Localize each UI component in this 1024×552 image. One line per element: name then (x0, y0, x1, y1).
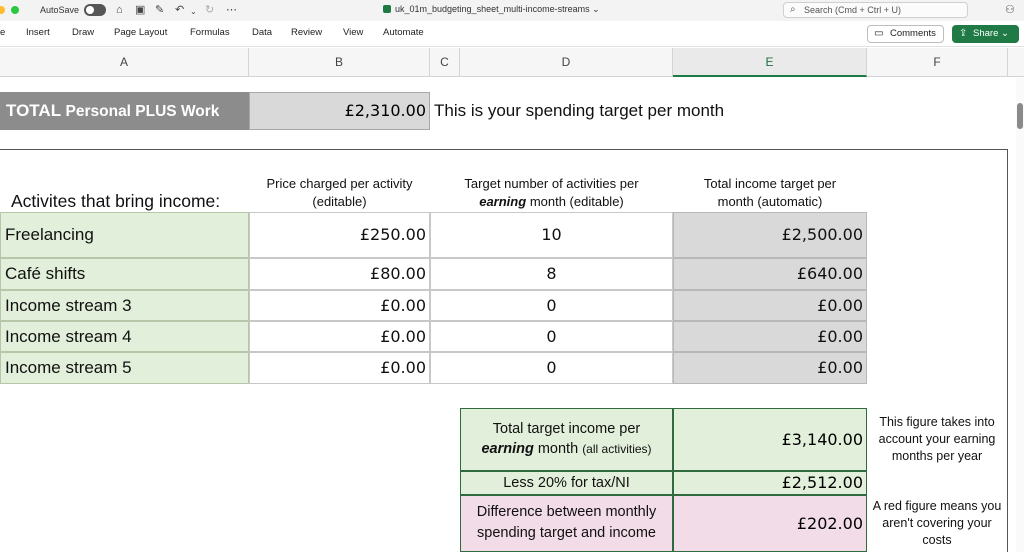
summary-total-target-value[interactable]: £3,140.00 (673, 408, 867, 471)
account-icon[interactable]: ⚇ (1005, 4, 1015, 16)
header-total-line1: Total income target per (703, 176, 837, 191)
summary-difference-label[interactable]: Difference between monthly spending targ… (460, 495, 673, 552)
vertical-scrollbar[interactable] (1016, 78, 1024, 552)
header-target-line2: month (editable) (529, 194, 624, 209)
autosave-label: AutoSave (40, 5, 80, 15)
ribbon-menu: e Insert Draw Page Layout Formulas Data … (0, 21, 1024, 47)
row-total-2[interactable]: £640.00 (673, 258, 867, 290)
summary-less-tax-label[interactable]: Less 20% for tax/NI (460, 471, 673, 495)
share-button[interactable]: ⇪ Share ⌄ (952, 25, 1019, 43)
header-target-line1: Target number of activities per (464, 176, 639, 191)
column-header-c[interactable]: C (430, 48, 460, 77)
header-price-line1: Price charged per activity (266, 176, 413, 191)
summary-less-tax-value[interactable]: £2,512.00 (673, 471, 867, 495)
row-price-5[interactable]: £0.00 (249, 352, 430, 384)
row-label-1[interactable]: Freelancing (0, 212, 249, 258)
table-frame-right (1007, 149, 1008, 552)
row-total-1[interactable]: £2,500.00 (673, 212, 867, 258)
column-header-b[interactable]: B (249, 48, 430, 77)
summary-total-small: (all activities) (582, 442, 652, 456)
more-options-icon[interactable]: ⋯ (226, 4, 237, 16)
spreadsheet-grid[interactable]: TOTAL Personal PLUS Work £2,310.00 This … (0, 78, 1016, 552)
save-icon[interactable]: ▣ (135, 4, 146, 16)
row-count-3[interactable]: 0 (430, 290, 673, 321)
title-chevron-down-icon: ⌄ (592, 4, 600, 14)
row-count-2[interactable]: 8 (430, 258, 673, 290)
tab-automate[interactable]: Automate (383, 27, 424, 38)
undo-dropdown-chevron-icon[interactable]: ⌄ (190, 7, 197, 16)
summary-total-bold: earning (481, 441, 534, 457)
tab-formulas[interactable]: Formulas (190, 27, 230, 38)
header-total-line2: month (automatic) (717, 194, 823, 209)
row-count-5[interactable]: 0 (430, 352, 673, 384)
column-header-d[interactable]: D (460, 48, 673, 77)
document-title-text: uk_01m_budgeting_sheet_multi-income-stre… (395, 4, 590, 14)
spending-target-note[interactable]: This is your spending target per month (434, 101, 725, 120)
zoom-window-button[interactable] (11, 6, 19, 14)
row-count-4[interactable]: 0 (430, 321, 673, 352)
tab-review[interactable]: Review (291, 27, 323, 38)
summary-difference-value[interactable]: £202.00 (673, 495, 867, 552)
document-title[interactable]: uk_01m_budgeting_sheet_multi-income-stre… (383, 4, 600, 15)
scrollbar-thumb[interactable] (1017, 103, 1023, 129)
header-target-bold: earning (479, 194, 527, 209)
comment-icon: ▭ (874, 28, 884, 39)
summary-total-target-label[interactable]: Total target income per earning month (a… (460, 408, 673, 471)
comments-label: Comments (890, 28, 936, 39)
summary-total-note[interactable]: This figure takes into account your earn… (878, 415, 996, 463)
tab-insert[interactable]: Insert (26, 27, 50, 38)
search-icon: ⌕ (790, 4, 796, 15)
total-label-prefix: TOTAL (6, 101, 61, 120)
share-icon: ⇪ (959, 28, 968, 39)
title-bar: AutoSave ⌂ ▣ ✎ ↶ ⌄ ↻ ⋯ uk_01m_budgeting_… (0, 0, 1024, 21)
summary-difference-line1: Difference between monthly (476, 504, 657, 520)
column-header-a[interactable]: A (0, 48, 249, 77)
row-price-1[interactable]: £250.00 (249, 212, 430, 258)
summary-difference-line2: spending target and income (477, 525, 656, 541)
summary-total-line1: Total target income per (492, 421, 641, 437)
home-icon[interactable]: ⌂ (116, 4, 123, 16)
tab-view[interactable]: View (343, 27, 364, 38)
minimize-window-button[interactable] (0, 6, 5, 14)
row-label-4[interactable]: Income stream 4 (0, 321, 249, 352)
excel-file-icon (383, 5, 391, 13)
search-placeholder: Search (Cmd + Ctrl + U) (804, 5, 902, 15)
undo-icon[interactable]: ↶ (175, 4, 185, 16)
row-price-4[interactable]: £0.00 (249, 321, 430, 352)
column-headers: A B C D E F (0, 48, 1024, 77)
redo-icon[interactable]: ↻ (205, 4, 215, 16)
total-label-suffix: Personal PLUS Work (65, 103, 220, 120)
column-header-f[interactable]: F (867, 48, 1008, 77)
table-frame-top (0, 149, 1008, 150)
activities-label[interactable]: Activites that bring income: (11, 191, 221, 211)
column-header-e[interactable]: E (673, 48, 867, 77)
total-value-cell[interactable]: £2,310.00 (249, 92, 430, 130)
header-total-income[interactable]: Total income target per month (automatic… (673, 174, 867, 212)
tab-data[interactable]: Data (252, 27, 273, 38)
row-label-3[interactable]: Income stream 3 (0, 290, 249, 321)
header-target-number[interactable]: Target number of activities per earning … (430, 174, 673, 212)
search-input[interactable]: ⌕ Search (Cmd + Ctrl + U) (783, 2, 968, 18)
row-label-2[interactable]: Café shifts (0, 258, 249, 290)
summary-total-line2: month (537, 441, 579, 457)
row-total-4[interactable]: £0.00 (673, 321, 867, 352)
row-total-3[interactable]: £0.00 (673, 290, 867, 321)
header-price-charged[interactable]: Price charged per activity (editable) (249, 174, 430, 212)
autosave-toggle[interactable] (84, 4, 106, 16)
row-price-2[interactable]: £80.00 (249, 258, 430, 290)
row-label-5[interactable]: Income stream 5 (0, 352, 249, 384)
row-total-5[interactable]: £0.00 (673, 352, 867, 384)
row-count-1[interactable]: 10 (430, 212, 673, 258)
comments-button[interactable]: ▭ Comments (867, 25, 944, 43)
share-label: Share (973, 28, 999, 39)
tab-draw[interactable]: Draw (72, 27, 95, 38)
header-price-line2: (editable) (312, 194, 367, 209)
total-label-cell[interactable]: TOTAL Personal PLUS Work (0, 92, 249, 130)
summary-difference-note[interactable]: A red figure means you aren't covering y… (872, 499, 1002, 547)
tab-home[interactable]: e (0, 27, 6, 38)
share-chevron-down-icon: ⌄ (1001, 28, 1009, 39)
tab-page-layout[interactable]: Page Layout (114, 27, 168, 38)
row-price-3[interactable]: £0.00 (249, 290, 430, 321)
edit-document-icon[interactable]: ✎ (155, 4, 165, 16)
